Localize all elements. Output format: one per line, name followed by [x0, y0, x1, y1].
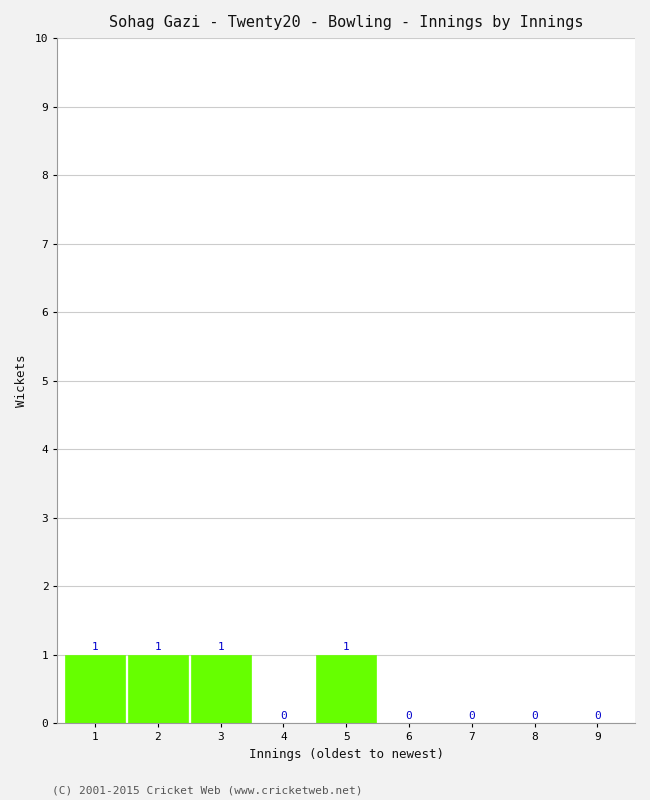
Text: 0: 0: [406, 710, 412, 721]
Text: 0: 0: [594, 710, 601, 721]
Bar: [317, 655, 376, 723]
Text: 0: 0: [280, 710, 287, 721]
Text: 1: 1: [217, 642, 224, 652]
Text: 0: 0: [531, 710, 538, 721]
Bar: [128, 655, 188, 723]
Text: 0: 0: [469, 710, 475, 721]
Y-axis label: Wickets: Wickets: [15, 354, 28, 407]
Bar: [191, 655, 250, 723]
Text: 1: 1: [343, 642, 350, 652]
X-axis label: Innings (oldest to newest): Innings (oldest to newest): [249, 748, 444, 761]
Text: 1: 1: [155, 642, 161, 652]
Bar: [65, 655, 125, 723]
Title: Sohag Gazi - Twenty20 - Bowling - Innings by Innings: Sohag Gazi - Twenty20 - Bowling - Inning…: [109, 15, 584, 30]
Text: 1: 1: [92, 642, 99, 652]
Text: (C) 2001-2015 Cricket Web (www.cricketweb.net): (C) 2001-2015 Cricket Web (www.cricketwe…: [52, 786, 363, 795]
